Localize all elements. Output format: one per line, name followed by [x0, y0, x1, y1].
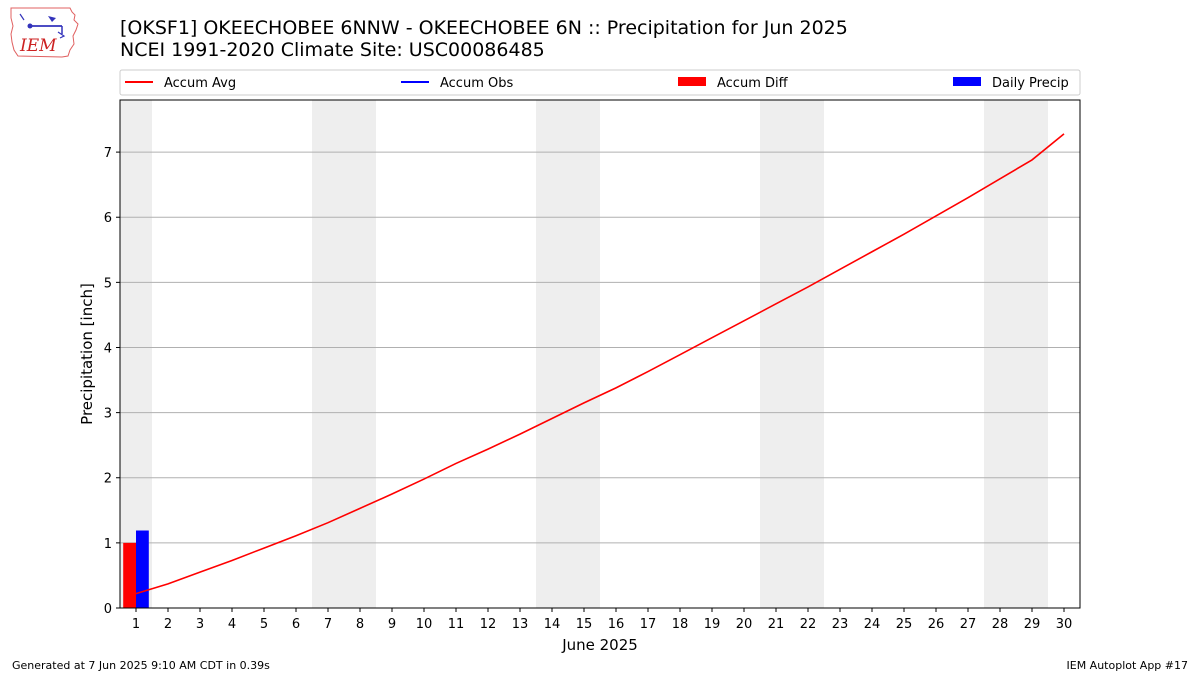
- weekend-shade-22: [792, 100, 824, 608]
- x-tick-label: 25: [896, 617, 913, 632]
- plot-frame: [119, 99, 1081, 609]
- legend: Accum Avg Accum Obs Accum Diff Daily Precip: [119, 69, 1081, 96]
- y-tick-label: 7: [104, 146, 112, 161]
- x-tick-label: 15: [576, 617, 593, 632]
- y-tick-label: 0: [104, 602, 112, 617]
- x-tick-label: 17: [640, 617, 657, 632]
- x-tick-label: 5: [260, 617, 268, 632]
- x-tick-label: 26: [928, 617, 945, 632]
- legend-swatch-accum-diff: [678, 77, 706, 86]
- weekend-shading: [120, 100, 1048, 608]
- x-tick-label: 24: [864, 617, 881, 632]
- weekend-shade-28: [984, 100, 1016, 608]
- x-tick-label: 3: [196, 617, 204, 632]
- chart-subtitle: NCEI 1991-2020 Climate Site: USC00086485: [120, 39, 545, 61]
- x-tick-label: 9: [388, 617, 396, 632]
- x-tick-label: 23: [832, 617, 849, 632]
- y-gridlines: [120, 151, 1080, 544]
- series-lines: [135, 133, 1065, 595]
- x-tick-label: 2: [164, 617, 172, 632]
- legend-label-daily-precip: Daily Precip: [992, 76, 1069, 91]
- x-tick-label: 20: [736, 617, 753, 632]
- y-tick-label: 6: [104, 211, 112, 226]
- y-tick-label: 2: [104, 472, 112, 487]
- weekend-shade-14: [536, 100, 568, 608]
- legend-label-accum-avg: Accum Avg: [164, 76, 236, 91]
- iowa-state-outline: [10, 7, 79, 58]
- bar-daily-precip-1: [136, 530, 149, 608]
- x-tick-label: 18: [672, 617, 689, 632]
- x-tick-label: 16: [608, 617, 625, 632]
- weekend-shade-29: [1016, 100, 1048, 608]
- axis-ticks: 1 2 3 4 5 6 7 8 9 10 11 12 13 14 15 16 17 18 19 20 21 22 23 24 2…: [104, 146, 1073, 632]
- x-tick-label: 1: [132, 617, 140, 632]
- x-tick-label: 8: [356, 617, 364, 632]
- x-tick-label: 6: [292, 617, 300, 632]
- weekend-shade-8: [344, 100, 376, 608]
- chart-title: [OKSF1] OKEECHOBEE 6NNW - OKEECHOBEE 6N …: [120, 17, 848, 39]
- bar-accum-diff-1: [123, 542, 136, 608]
- generated-timestamp: Generated at 7 Jun 2025 9:10 AM CDT in 0…: [12, 659, 270, 672]
- bars: [123, 530, 149, 608]
- x-tick-label: 4: [228, 617, 236, 632]
- weekend-shade-21: [760, 100, 792, 608]
- x-tick-label: 30: [1056, 617, 1073, 632]
- y-axis-label: Precipitation [inch]: [78, 283, 96, 425]
- x-tick-label: 22: [800, 617, 817, 632]
- x-tick-label: 14: [544, 617, 561, 632]
- x-tick-label: 13: [512, 617, 529, 632]
- x-tick-label: 10: [416, 617, 433, 632]
- x-tick-label: 28: [992, 617, 1009, 632]
- svg-text:IEM: IEM: [19, 36, 57, 56]
- line-accum-avg: [135, 133, 1065, 595]
- weekend-shade-7: [312, 100, 344, 608]
- x-tick-label: 19: [704, 617, 721, 632]
- iem-logo: IEM: [10, 7, 79, 58]
- y-tick-label: 1: [104, 537, 112, 552]
- x-tick-label: 12: [480, 617, 497, 632]
- legend-box: [119, 69, 1081, 96]
- legend-label-accum-diff: Accum Diff: [717, 76, 789, 91]
- y-tick-label: 5: [104, 276, 112, 291]
- x-tick-label: 27: [960, 617, 977, 632]
- y-tick-label: 4: [104, 341, 112, 356]
- legend-label-accum-obs: Accum Obs: [440, 76, 513, 91]
- x-tick-label: 21: [768, 617, 785, 632]
- legend-swatch-daily-precip: [953, 77, 981, 86]
- x-axis-label: June 2025: [561, 636, 638, 654]
- x-tick-label: 7: [324, 617, 332, 632]
- weekend-shade-15: [568, 100, 600, 608]
- weekend-shade-1: [120, 100, 152, 608]
- x-tick-label: 11: [448, 617, 465, 632]
- app-label: IEM Autoplot App #17: [1066, 659, 1189, 672]
- x-tick-label: 29: [1024, 617, 1041, 632]
- y-tick-label: 3: [104, 407, 112, 422]
